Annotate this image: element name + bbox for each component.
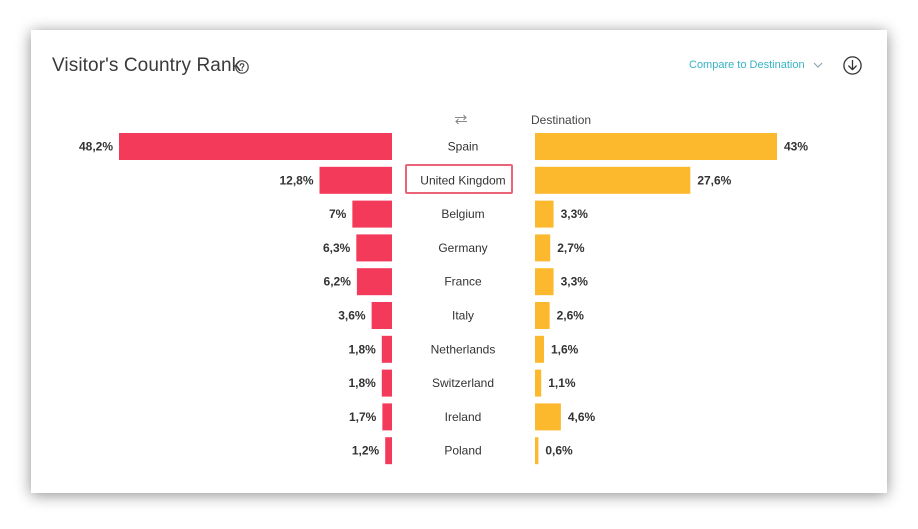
right-value-label-7: 1,1% [548,376,576,390]
left-value-label-8: 1,7% [349,410,377,424]
left-value-label-5: 3,6% [338,309,366,323]
right-value-label-8: 4,6% [568,410,596,424]
swap-icon[interactable] [454,114,468,125]
right-value-label-6: 1,6% [551,342,579,356]
right-value-label-9: 0,6% [545,444,573,458]
left-bar-3[interactable] [356,234,392,262]
country-label-8[interactable]: Ireland [445,410,482,424]
right-bar-9[interactable] [535,437,539,465]
left-value-label-3: 6,3% [323,241,351,255]
left-bar-5[interactable] [371,302,392,329]
right-bar-8[interactable] [535,403,561,431]
left-bar-0[interactable] [119,133,392,160]
right-bar-4[interactable] [535,268,554,296]
country-label-4[interactable]: France [444,275,482,289]
compare-dropdown[interactable]: Compare to Destination [689,59,823,71]
right-value-label-0: 43% [784,140,808,154]
left-bar-6[interactable] [381,335,392,363]
left-value-label-9: 1,2% [352,444,380,458]
butterfly-chart: 48,2% Spain 43% 12,8% United Kingdom 27,6% 7% B… [79,133,808,465]
right-value-label-3: 2,7% [557,241,585,255]
left-value-label-2: 7% [329,207,347,221]
country-label-7[interactable]: Switzerland [432,376,494,390]
right-bar-6[interactable] [535,335,545,363]
highlighted-country-box[interactable] [405,164,513,194]
left-value-label-7: 1,8% [348,376,376,390]
chevron-down-icon [813,62,822,68]
page-title: Visitor's Country Rank [52,55,242,76]
left-value-label-0: 48,2% [79,140,113,154]
right-value-label-4: 3,3% [561,275,589,289]
country-label-5[interactable]: Italy [452,309,474,323]
country-label-9[interactable]: Poland [444,444,481,458]
country-label-1[interactable]: United Kingdom [420,173,505,187]
left-bar-2[interactable] [352,200,392,228]
destination-header: Destination [531,113,592,127]
left-bar-1[interactable] [319,166,392,194]
right-bar-0[interactable] [535,133,777,160]
download-icon[interactable] [843,56,862,75]
country-label-2[interactable]: Belgium [441,207,484,221]
left-bar-9[interactable] [385,437,392,465]
country-label-6[interactable]: Netherlands [431,342,496,356]
country-rank-card: Visitor's Country Rank Compare to Destin… [31,30,887,493]
help-icon[interactable] [235,60,249,74]
right-value-label-2: 3,3% [561,207,589,221]
left-bar-7[interactable] [381,369,392,397]
left-bar-4[interactable] [356,268,392,296]
country-label-0[interactable]: Spain [448,140,479,154]
right-bar-7[interactable] [535,369,542,397]
right-value-label-5: 2,6% [557,309,585,323]
left-value-label-4: 6,2% [324,275,352,289]
right-bar-5[interactable] [535,302,550,329]
left-value-label-6: 1,8% [348,342,376,356]
country-label-3[interactable]: Germany [438,241,487,255]
right-value-label-1: 27,6% [697,173,731,187]
right-bar-1[interactable] [535,166,691,194]
compare-label: Compare to Destination [689,59,805,71]
left-bar-8[interactable] [382,403,392,431]
right-bar-2[interactable] [535,200,554,228]
left-value-label-1: 12,8% [279,173,313,187]
right-bar-3[interactable] [535,234,551,262]
